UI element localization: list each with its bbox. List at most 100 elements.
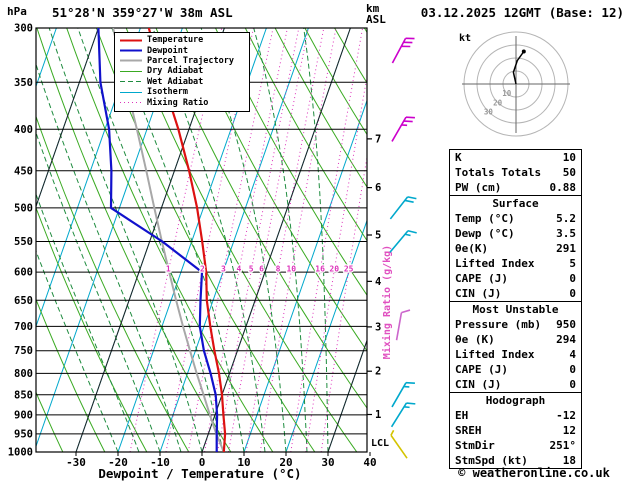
datetime-title: 03.12.2025 12GMT (Base: 12) — [420, 5, 624, 20]
legend-line-sample — [120, 49, 142, 52]
isotherms — [0, 28, 367, 452]
section-title: Hodograph — [485, 394, 546, 407]
row-label: K — [455, 151, 462, 164]
table-row: PW (cm) 0.88 — [450, 180, 581, 195]
wet-adiabat-line — [48, 28, 203, 452]
legend-label: Wet Adiabat — [147, 76, 204, 87]
legend-item: Isotherm — [119, 87, 245, 97]
row-value: 12 — [562, 424, 576, 437]
legend-item: Wet Adiabat — [119, 77, 245, 87]
row-value: -12 — [556, 409, 576, 422]
legend-line-sample — [120, 59, 142, 62]
pressure-unit-label: hPa — [7, 5, 27, 18]
table-row: Lifted Index 5 — [450, 256, 581, 271]
table-row: StmDir 251° — [450, 438, 581, 453]
altitude-unit-asl: ASL — [366, 13, 386, 26]
mixing-ratio-line — [217, 28, 300, 452]
mixing-ratio-label: 4 — [236, 265, 241, 274]
temp-tick-label: -10 — [150, 456, 170, 469]
pressure-axis-labels: 300 350 400 450 500 550 600 650 700 750 800 850 900 9… — [8, 23, 33, 459]
row-value: 0 — [569, 378, 576, 391]
mixing-ratio-label: 20 — [329, 265, 339, 274]
mixing-ratio-line — [320, 154, 367, 452]
km-tick-label: 2 — [375, 366, 381, 378]
pressure-tick-label: 350 — [14, 77, 33, 89]
row-label: CIN (J) — [455, 287, 502, 300]
parcel-trajectory-curve — [112, 28, 225, 452]
chart-legend: Temperature Dewpoint Parcel Trajectory Dry … — [114, 32, 250, 112]
dry-adiabat-line — [244, 28, 367, 242]
altitude-unit-label: km ASL — [366, 3, 386, 25]
table-row: θe (K) 294 — [450, 332, 581, 347]
row-label: Temp (°C) — [455, 212, 515, 225]
hodograph-trace-end — [521, 49, 526, 54]
dewpoint-curve — [97, 28, 219, 452]
mixing-ratio-labels: 1 2 3 4 5 6 8 10 16 20 25 — [165, 263, 355, 275]
legend-line-sample — [120, 91, 142, 93]
row-label: θe(K) — [455, 242, 489, 255]
dry-adiabat-line — [36, 390, 64, 452]
table-row: CIN (J) 0 — [450, 377, 581, 392]
row-value: 0 — [569, 272, 576, 285]
legend-line-sample — [120, 81, 142, 83]
row-value: 5 — [569, 257, 576, 270]
row-label: CAPE (J) — [455, 272, 508, 285]
pressure-tick-label: 950 — [14, 428, 33, 440]
mixing-ratio-line — [129, 28, 223, 452]
row-value: 0 — [569, 363, 576, 376]
wind-barb — [395, 309, 411, 341]
hodograph-ring-label: 10 — [502, 89, 512, 98]
table-row: SREH 12 — [450, 423, 581, 438]
lcl-label: LCL — [371, 438, 389, 449]
mixing-ratio-line — [290, 28, 364, 452]
pressure-tick-label: 400 — [14, 124, 33, 136]
row-label: Pressure (mb) — [455, 318, 542, 331]
x-axis-label: Dewpoint / Temperature (°C) — [98, 466, 302, 481]
pressure-tick-label: 500 — [14, 202, 33, 214]
isotherm-line — [285, 219, 367, 452]
wind-barb — [390, 402, 416, 428]
hodograph-unit-label: kt — [459, 33, 471, 44]
km-tick-label: 5 — [375, 229, 381, 241]
temp-tick-label: -30 — [66, 456, 86, 469]
row-label: Lifted Index — [455, 348, 535, 361]
row-value: 251° — [549, 439, 577, 452]
mixing-ratio-label: 1 — [166, 265, 171, 274]
pressure-tick-label: 600 — [14, 267, 33, 279]
table-row: Temp (°C) 5.2 — [450, 211, 581, 226]
row-value: 294 — [556, 333, 576, 346]
mixing-ratio-label: 3 — [221, 265, 226, 274]
pressure-tick-label: 1000 — [8, 447, 33, 459]
legend-label: Temperature — [147, 35, 204, 46]
row-value: 5.2 — [556, 212, 576, 225]
mixing-ratio-line — [305, 73, 367, 452]
mixing-ratio-line — [259, 28, 337, 452]
table-section: Hodograph EH -12 SREH 12 StmDir 251° StmSpd (kt… — [450, 392, 581, 468]
legend-label: Parcel Trajectory — [147, 55, 234, 66]
indices-table: K 10 Totals Totals 50 PW (cm) 0.88 Surface Temp… — [449, 149, 582, 469]
mixing-ratio-axis-label: Mixing Ratio (g/kg) — [381, 245, 393, 359]
altitude-unit-km: km — [366, 2, 380, 15]
pressure-tick-label: 550 — [14, 236, 33, 248]
legend-line-sample — [120, 39, 142, 42]
row-label: CAPE (J) — [455, 363, 508, 376]
km-tick-label: 6 — [375, 182, 381, 194]
legend-item: Mixing Ratio — [119, 97, 245, 108]
pressure-tick-label: 850 — [14, 389, 33, 401]
wind-barbs — [389, 37, 417, 459]
row-label: PW (cm) — [455, 181, 502, 194]
table-row: Dewp (°C) 3.5 — [450, 226, 581, 241]
isotherm-line — [0, 28, 14, 452]
row-label: CIN (J) — [455, 378, 502, 391]
wind-barb — [391, 37, 415, 64]
hodograph-trace — [512, 51, 525, 85]
hodograph-ring-label: 20 — [493, 98, 503, 107]
pressure-tick-label: 700 — [14, 321, 33, 333]
wind-barb — [391, 381, 415, 408]
pressure-tick-label: 650 — [14, 295, 33, 307]
mixing-ratio-line — [187, 28, 274, 452]
table-section: Most Unstable Pressure (mb) 950 θe (K) 294 Li… — [450, 301, 581, 392]
table-row: CAPE (J) 0 — [450, 362, 581, 377]
pressure-tick-label: 750 — [14, 345, 33, 357]
